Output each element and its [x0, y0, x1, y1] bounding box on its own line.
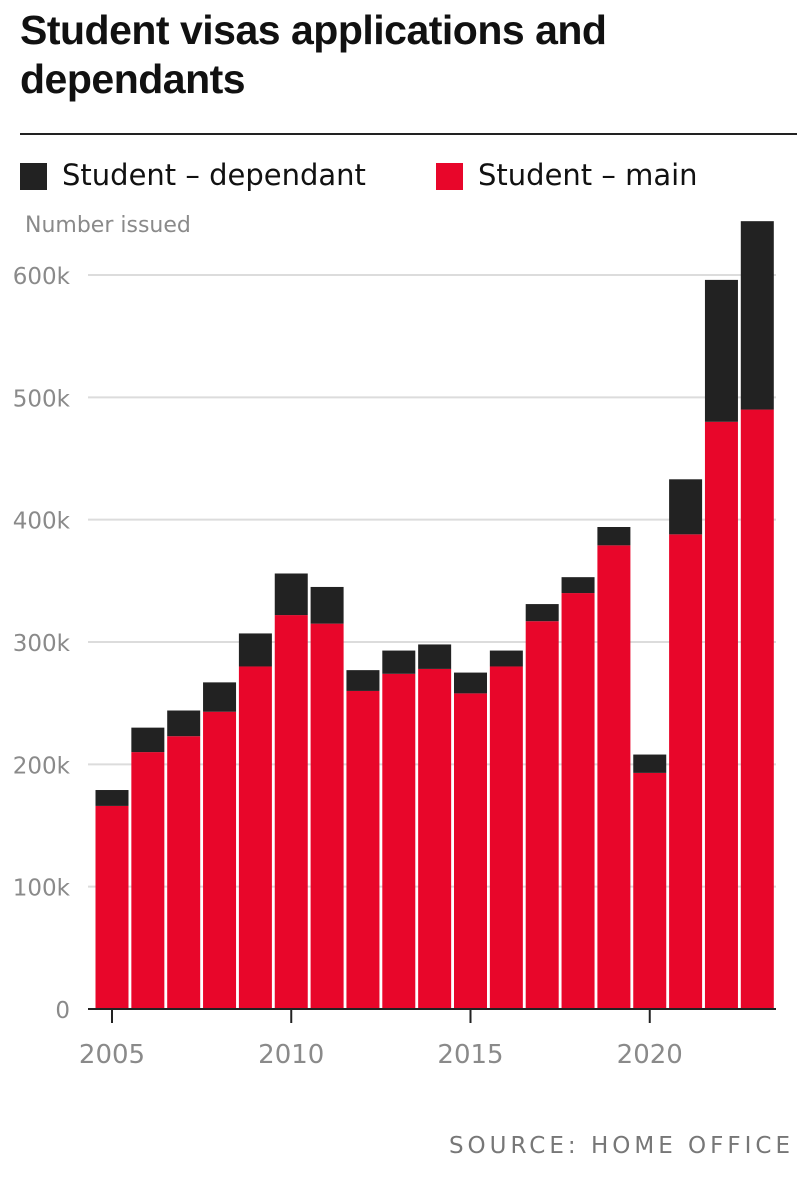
bar-main	[382, 673, 416, 1009]
bar-dependant	[704, 279, 738, 422]
bar-main	[203, 711, 237, 1009]
bar-dependant	[418, 644, 452, 669]
bar-dependant	[238, 633, 272, 667]
bar-dependant	[346, 670, 380, 691]
bar-dependant	[310, 586, 344, 624]
bar-dependant	[561, 577, 595, 594]
bar-main	[95, 805, 129, 1009]
bar-dependant	[274, 573, 308, 616]
bar-dependant	[525, 604, 559, 622]
bar-dependant	[633, 754, 667, 773]
bar-chart: Number issued 0 100k 200k 300k 400k 500k 600k 20…	[13, 213, 776, 1070]
y-tick-label: 400k	[13, 509, 71, 535]
bar-main	[238, 666, 272, 1009]
bar-main	[418, 668, 452, 1009]
y-tick-label: 100k	[13, 876, 71, 902]
legend-swatch-main	[436, 163, 463, 190]
y-tick-label: 0	[55, 998, 70, 1024]
bar-main	[274, 615, 308, 1009]
bar-main	[346, 690, 380, 1009]
legend-label-main: Student – main	[478, 158, 698, 192]
bar-dependant	[203, 682, 237, 712]
y-tick-label: 300k	[13, 631, 71, 657]
bar-main	[597, 545, 631, 1009]
bar-main	[454, 693, 487, 1009]
bar-dependant	[489, 650, 523, 667]
bar-dependant	[669, 479, 703, 535]
source-note: SOURCE: HOME OFFICE	[448, 1133, 794, 1159]
y-tick-label: 200k	[13, 753, 71, 779]
bar-main	[633, 772, 667, 1009]
legend-label-dependant: Student – dependant	[62, 158, 366, 192]
bar-dependant	[382, 650, 416, 674]
y-axis-label: Number issued	[25, 213, 191, 238]
legend-swatch-dependant	[20, 163, 47, 190]
y-tick-label: 500k	[13, 386, 71, 412]
x-tick-label: 2015	[437, 1040, 503, 1070]
legend: Student – dependant Student – main	[20, 156, 780, 196]
bar-main	[740, 409, 774, 1010]
x-tick-label: 2010	[258, 1040, 324, 1070]
bar-dependant	[454, 672, 487, 694]
bar-main	[669, 534, 703, 1009]
bar-dependant	[740, 221, 774, 410]
bar-main	[167, 736, 201, 1009]
title-divider	[20, 133, 797, 135]
bar-dependant	[95, 790, 129, 806]
bar-main	[489, 666, 523, 1009]
x-tick-label: 2020	[617, 1040, 683, 1070]
bar-dependant	[167, 710, 201, 737]
x-tick-label: 2005	[79, 1040, 145, 1070]
bar-main	[131, 752, 165, 1009]
bar-main	[704, 421, 738, 1009]
y-tick-label: 600k	[13, 264, 71, 290]
bar-main	[525, 621, 559, 1009]
chart-title: Student visas applications and dependant…	[20, 7, 607, 102]
bar-main	[561, 593, 595, 1009]
bar-main	[310, 623, 344, 1009]
bar-dependant	[131, 727, 165, 753]
bar-dependant	[597, 527, 631, 546]
